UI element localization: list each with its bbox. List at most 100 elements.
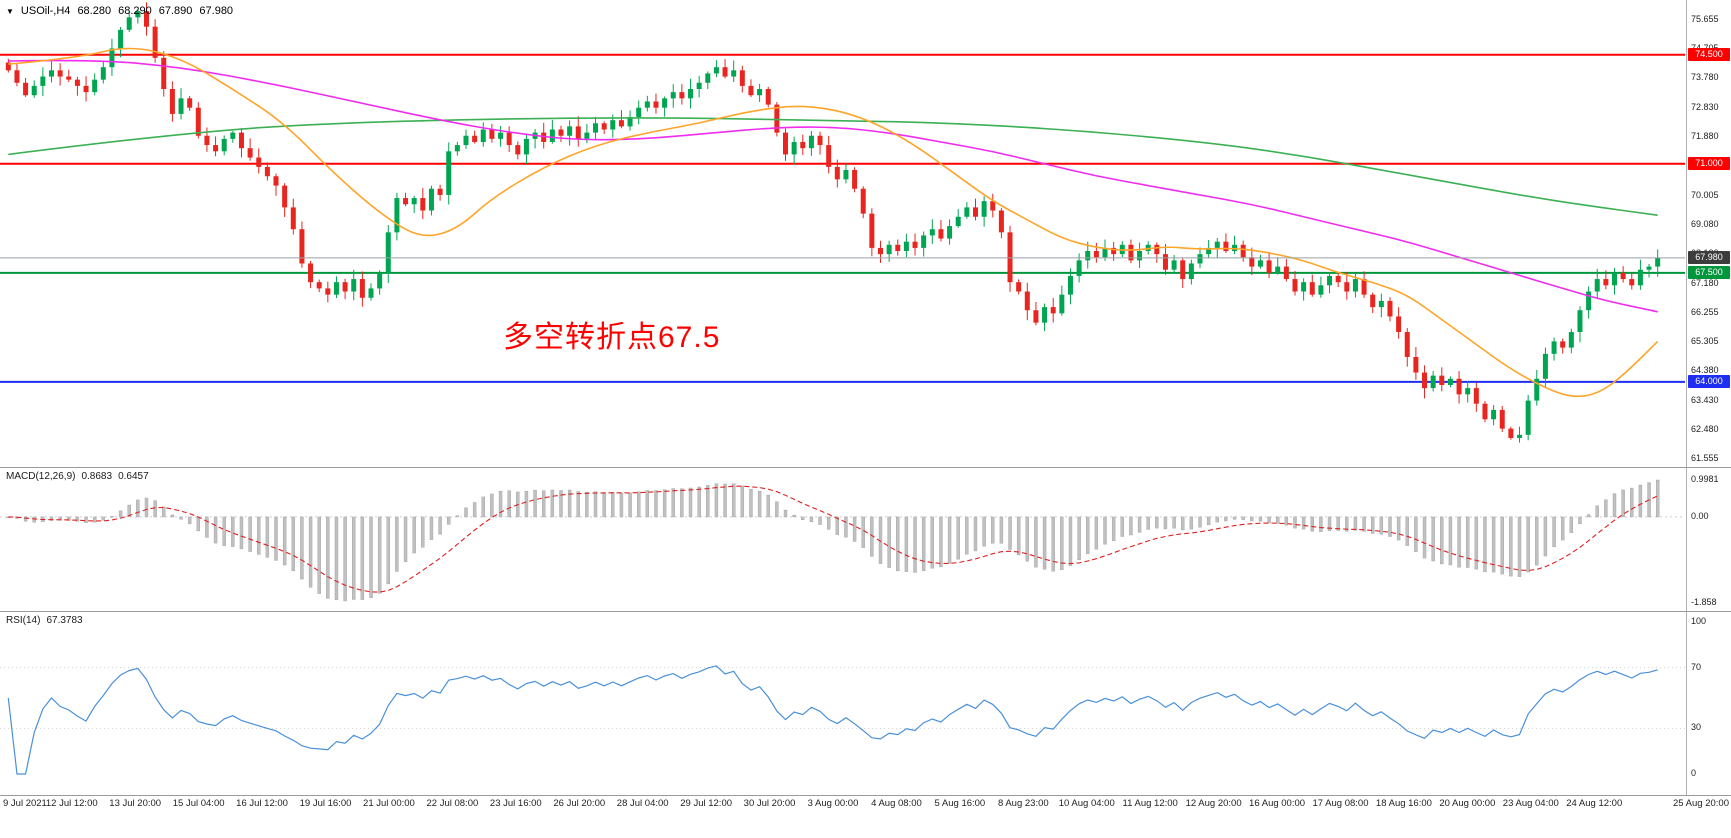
macd-histogram-bar [593,491,598,518]
candle-body [1188,263,1194,280]
candle-body [1352,279,1358,292]
macd-histogram-bar [965,516,969,555]
macd-histogram-bar [1163,516,1168,530]
macd-histogram-bar [714,483,719,518]
macd-histogram-bar [1137,516,1142,533]
candle-body [333,282,339,295]
time-label: 23 Jul 16:00 [489,798,542,809]
candle-body [230,132,236,139]
candle-body [731,70,737,77]
macd-histogram-bar [1353,516,1358,531]
macd-histogram-bar [369,516,373,598]
macd-histogram-bar [1086,516,1090,554]
candle-body [1162,254,1168,270]
candle-body [1318,285,1324,295]
candle-body [1396,316,1402,333]
candle-body [1266,260,1272,273]
macd-histogram-bar [136,499,140,518]
macd-histogram-bar [723,483,727,518]
macd-histogram-bar [1586,514,1591,518]
candle-body [843,170,849,180]
candle-body [1180,260,1186,280]
macd-histogram-bar [490,493,494,518]
panel-separator-rsi[interactable] [0,611,1731,612]
macd-histogram-bar [23,516,28,522]
macd-histogram-bar [999,516,1004,544]
macd-histogram-bar [1500,516,1504,575]
time-label: 28 Jul 04:00 [616,798,669,809]
candle-body [57,70,63,77]
time-label: 30 Jul 20:00 [743,798,796,809]
candle-body [1171,260,1177,270]
candle-body [1024,291,1030,311]
macd-histogram-bar [1483,516,1487,573]
macd-histogram-bar [1155,516,1159,529]
macd-histogram-bar [257,516,261,555]
candle-body [549,129,555,142]
candle-body [1223,241,1229,252]
symbol-dropdown-icon[interactable]: ▼ [6,6,14,16]
candle-body [1085,251,1091,261]
macd-histogram-bar [844,516,848,538]
candle-body [618,120,624,127]
candle-body [558,129,564,136]
candle-body [800,141,806,149]
candle-body [1525,400,1531,435]
time-label: 19 Jul 16:00 [299,798,352,809]
candle-body [204,135,210,146]
macd-indicator-label: MACD(12,26,9) 0.8683 0.6457 [6,471,149,482]
macd-histogram-bar [680,488,684,518]
candle-body [1517,434,1523,438]
candle-body [1603,279,1609,286]
candle-body [454,145,460,152]
macd-histogram-bar [1120,516,1124,537]
price-tick: 63.430 [1691,394,1719,405]
candle-body [748,85,754,96]
candle-body [1551,341,1557,354]
macd-histogram-bar [153,500,157,518]
time-axis-separator [0,795,1731,796]
time-axis[interactable]: 9 Jul 2021 12 Jul 12:00 13 Jul 20:00 15 Jul… [0,798,1731,814]
macd-histogram-bar [671,488,675,518]
macd-histogram-bar [1111,516,1116,541]
macd-histogram-bar [1224,516,1228,522]
candle-body [403,198,409,205]
candle-body [126,17,132,30]
candle-body [1422,372,1428,389]
macd-histogram-bar [1258,516,1263,522]
main-price-chart[interactable] [0,0,1685,468]
macd-histogram-bar [1491,516,1496,573]
macd-histogram-bar [75,516,80,522]
macd-histogram-bar [550,489,555,518]
ma-slow-green [8,117,1658,216]
macd-histogram-bar [326,516,330,599]
macd-histogram-bar [1181,516,1185,531]
rsi-value: 67.3783 [46,615,83,626]
time-label: 3 Aug 00:00 [807,798,859,809]
candle-body [1283,266,1289,280]
candle-body [316,282,322,289]
macd-histogram-bar [1371,516,1375,534]
macd-histogram-bar [1422,516,1427,559]
candle-body [74,79,80,86]
panel-separator-macd[interactable] [0,467,1731,468]
macd-histogram-bar [239,516,244,550]
macd-histogram-bar [110,516,114,518]
macd-histogram-bar [222,516,226,546]
rsi-panel[interactable] [0,612,1685,795]
price-tag-71.000: 71.000 [1688,156,1730,170]
macd-axis-label: 0.9981 [1691,474,1719,484]
price-tick: 67.180 [1691,277,1719,288]
time-label: 26 Jul 20:00 [553,798,606,809]
price-tag-67.980: 67.980 [1688,250,1730,264]
candle-body [1560,341,1566,348]
candle-body [912,241,918,248]
macd-histogram-bar [205,516,209,538]
macd-panel[interactable] [0,468,1685,611]
price-tick: 70.005 [1691,189,1719,200]
price-axis[interactable]: 75.65574.70573.78072.83071.88070.93070.0… [1686,0,1731,796]
price-tick: 64.380 [1691,365,1719,376]
macd-histogram-bar [213,516,218,544]
time-label: 16 Jul 12:00 [236,798,288,809]
candle-body [1646,266,1652,270]
